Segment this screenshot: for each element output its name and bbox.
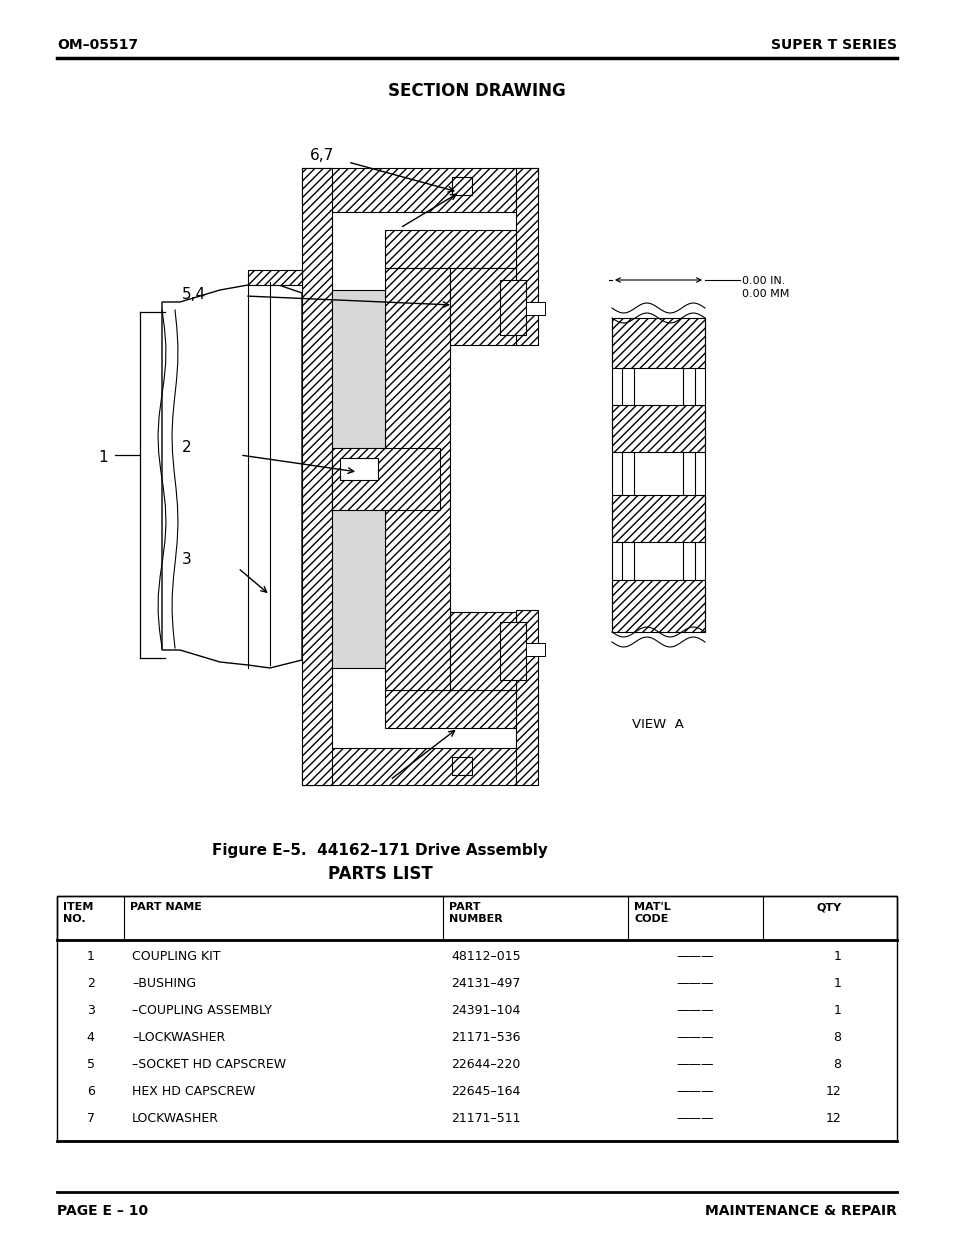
Text: ———: ———: [676, 1031, 714, 1044]
Polygon shape: [612, 495, 704, 542]
Bar: [57, 897, 896, 940]
Text: 22645–164: 22645–164: [451, 1086, 520, 1098]
Text: 2: 2: [87, 977, 94, 990]
Text: MAT'L
CODE: MAT'L CODE: [634, 902, 670, 924]
Text: 8: 8: [833, 1031, 841, 1044]
Text: 5,4: 5,4: [182, 287, 206, 303]
Text: PARTS LIST: PARTS LIST: [327, 864, 432, 883]
Polygon shape: [452, 757, 472, 776]
Bar: [57, 897, 896, 1141]
Text: –BUSHING: –BUSHING: [132, 977, 196, 990]
Text: PAGE E – 10: PAGE E – 10: [57, 1204, 148, 1218]
Polygon shape: [302, 168, 537, 212]
Polygon shape: [612, 405, 704, 452]
Text: 4: 4: [87, 1031, 94, 1044]
Text: 0.00 MM: 0.00 MM: [741, 289, 788, 299]
Text: ———: ———: [676, 977, 714, 990]
Text: COUPLING KIT: COUPLING KIT: [132, 950, 220, 963]
Polygon shape: [385, 230, 516, 268]
Text: 1: 1: [98, 450, 108, 466]
Text: 1: 1: [833, 1004, 841, 1016]
Polygon shape: [248, 270, 302, 285]
Text: ———: ———: [676, 950, 714, 963]
Text: 3: 3: [87, 1004, 94, 1016]
Polygon shape: [339, 458, 377, 480]
Text: SECTION DRAWING: SECTION DRAWING: [388, 82, 565, 100]
Text: SUPER T SERIES: SUPER T SERIES: [770, 38, 896, 52]
Polygon shape: [332, 448, 439, 510]
Text: 21171–511: 21171–511: [451, 1112, 520, 1125]
Text: 12: 12: [825, 1112, 841, 1125]
Text: Figure E–5.  44162–171 Drive Assembly: Figure E–5. 44162–171 Drive Assembly: [212, 844, 547, 858]
Polygon shape: [385, 268, 450, 690]
Text: LOCKWASHER: LOCKWASHER: [132, 1112, 219, 1125]
Text: 6: 6: [87, 1086, 94, 1098]
Text: 24391–104: 24391–104: [451, 1004, 520, 1016]
Polygon shape: [162, 282, 302, 668]
Text: 6,7: 6,7: [310, 148, 334, 163]
Text: 21171–536: 21171–536: [451, 1031, 520, 1044]
Text: –COUPLING ASSEMBLY: –COUPLING ASSEMBLY: [132, 1004, 272, 1016]
Text: ———: ———: [676, 1112, 714, 1125]
Text: PART NAME: PART NAME: [130, 902, 202, 911]
Polygon shape: [516, 610, 537, 785]
Text: –SOCKET HD CAPSCREW: –SOCKET HD CAPSCREW: [132, 1058, 286, 1071]
Polygon shape: [450, 613, 516, 690]
Text: 7: 7: [87, 1112, 94, 1125]
Polygon shape: [385, 690, 516, 727]
Polygon shape: [332, 290, 385, 668]
Polygon shape: [450, 268, 516, 345]
Text: OM–05517: OM–05517: [57, 38, 138, 52]
Polygon shape: [499, 622, 525, 680]
Text: 12: 12: [825, 1086, 841, 1098]
Text: MAINTENANCE & REPAIR: MAINTENANCE & REPAIR: [704, 1204, 896, 1218]
Text: ITEM
NO.: ITEM NO.: [63, 902, 93, 924]
Text: 5: 5: [87, 1058, 94, 1071]
Text: HEX HD CAPSCREW: HEX HD CAPSCREW: [132, 1086, 255, 1098]
Text: QTY: QTY: [816, 902, 841, 911]
Text: ———: ———: [676, 1086, 714, 1098]
Text: VIEW  A: VIEW A: [632, 718, 683, 731]
Text: 8: 8: [833, 1058, 841, 1071]
Text: ———: ———: [676, 1004, 714, 1016]
Polygon shape: [499, 280, 525, 335]
Text: 24131–497: 24131–497: [451, 977, 520, 990]
Text: ———: ———: [676, 1058, 714, 1071]
Text: 1: 1: [833, 950, 841, 963]
Polygon shape: [525, 303, 544, 315]
Polygon shape: [516, 168, 537, 345]
Text: 0.00 IN.: 0.00 IN.: [741, 275, 784, 287]
Polygon shape: [612, 580, 704, 632]
Text: 1: 1: [833, 977, 841, 990]
Text: 1: 1: [87, 950, 94, 963]
Polygon shape: [525, 643, 544, 656]
Polygon shape: [612, 317, 704, 368]
Text: 3: 3: [182, 552, 192, 567]
Text: PART
NUMBER: PART NUMBER: [449, 902, 502, 924]
Text: 22644–220: 22644–220: [451, 1058, 520, 1071]
Polygon shape: [452, 177, 472, 195]
Polygon shape: [302, 748, 537, 785]
Text: 2: 2: [182, 440, 192, 454]
Polygon shape: [302, 168, 332, 785]
Text: –LOCKWASHER: –LOCKWASHER: [132, 1031, 225, 1044]
Text: 48112–015: 48112–015: [451, 950, 520, 963]
